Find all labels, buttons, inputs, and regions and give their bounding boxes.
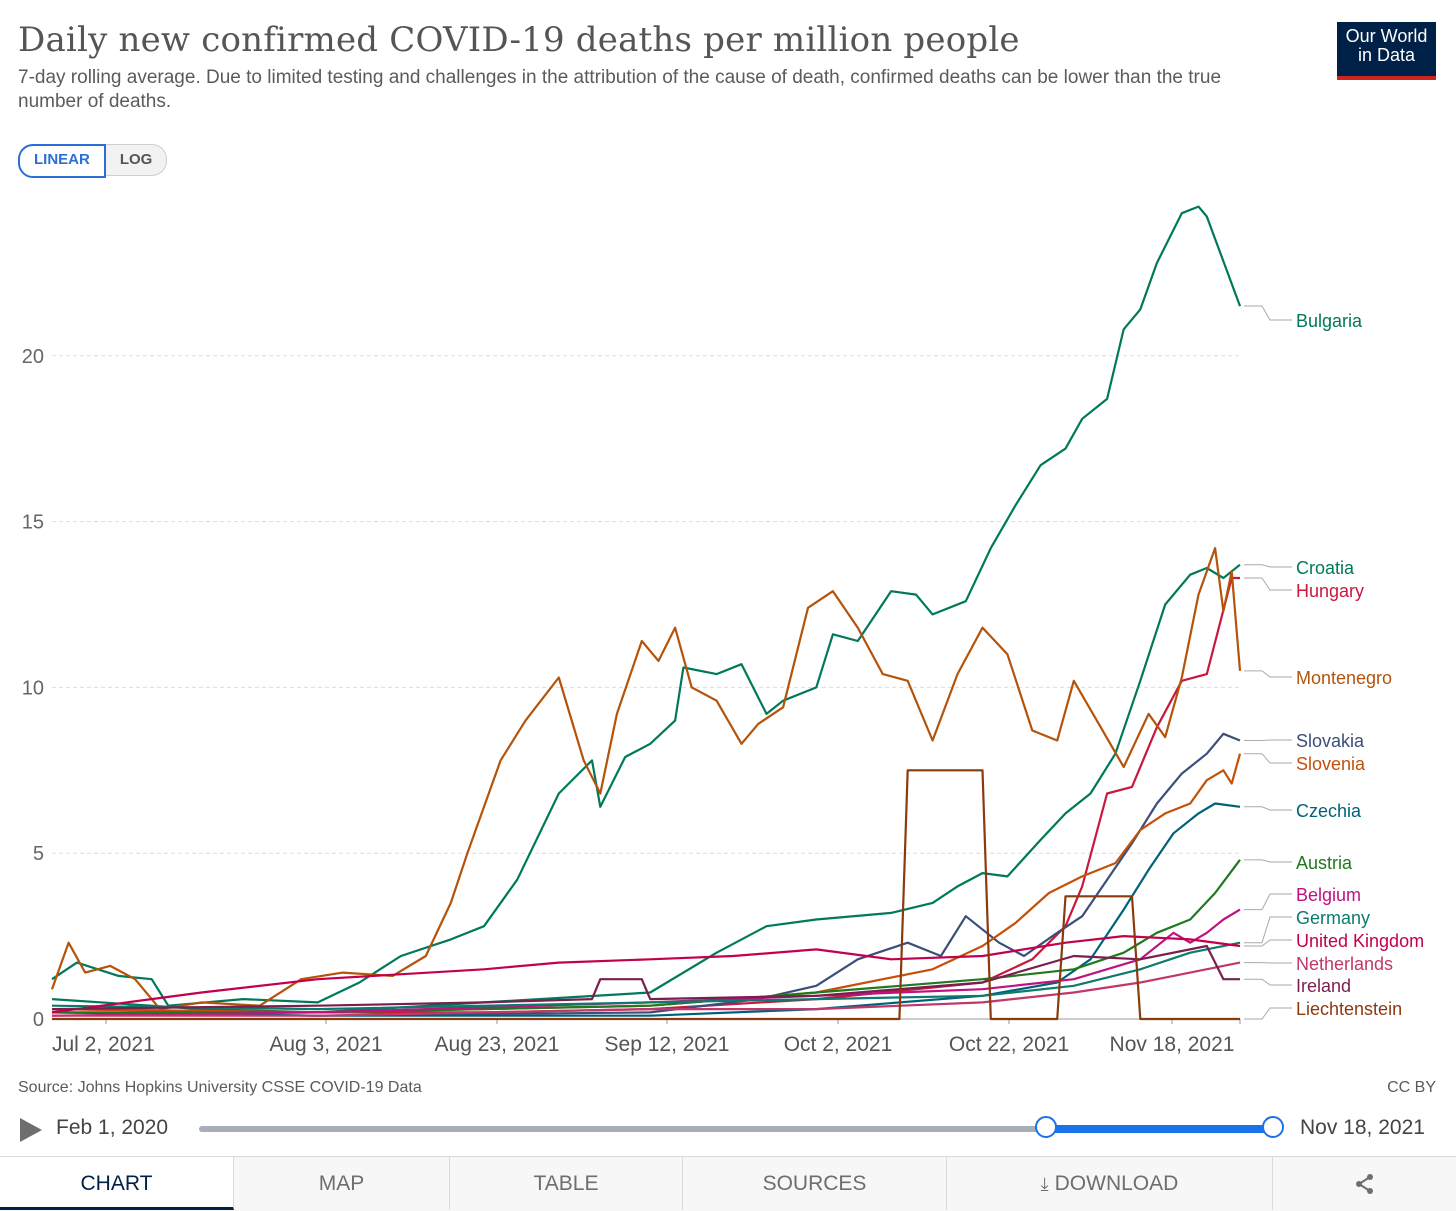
timeline-selected-range[interactable] — [1046, 1125, 1273, 1133]
source-note[interactable]: Source: Johns Hopkins University CSSE CO… — [18, 1079, 422, 1097]
series-label: Germany — [1296, 908, 1370, 928]
series-line-liechtenstein — [52, 770, 1240, 1019]
share-icon — [1354, 1173, 1376, 1195]
x-tick-label: Oct 22, 2021 — [949, 1033, 1069, 1056]
tab-bar: CHART MAP TABLE SOURCES ⤓ DOWNLOAD — [0, 1156, 1456, 1211]
owid-logo[interactable]: Our World in Data — [1337, 22, 1436, 80]
series-labels: Bulgaria Croatia Hungary Montenegro Slovakia… — [1244, 306, 1424, 1019]
tab-map[interactable]: MAP — [234, 1157, 450, 1210]
series-label: Netherlands — [1296, 954, 1393, 974]
tab-share[interactable] — [1273, 1157, 1456, 1210]
label-connector — [1244, 578, 1292, 590]
y-tick-label: 10 — [22, 677, 44, 699]
series-label: Belgium — [1296, 885, 1361, 905]
grid-lines — [52, 356, 1240, 1019]
logo-line-2: in Data — [1337, 46, 1436, 65]
scale-toggle: LINEAR LOG — [18, 144, 167, 176]
chart-title: Daily new confirmed COVID-19 deaths per … — [18, 20, 1020, 60]
label-connector — [1244, 1008, 1292, 1019]
license-label[interactable]: CC BY — [1387, 1079, 1436, 1097]
series-label: Croatia — [1296, 558, 1355, 578]
series-label: Czechia — [1296, 801, 1362, 821]
label-connector — [1244, 917, 1292, 943]
label-connector — [1244, 979, 1292, 985]
x-tick-label: Jul 2, 2021 — [52, 1033, 155, 1056]
play-icon[interactable] — [20, 1118, 42, 1142]
y-tick-label: 15 — [22, 512, 44, 534]
line-chart: 0 5 10 15 20 Jul 2, 2021 Aug 3, 2021 Aug 23, 2… — [0, 180, 1456, 1060]
series-label: Hungary — [1296, 581, 1364, 601]
series-label: Bulgaria — [1296, 311, 1363, 331]
label-connector — [1244, 754, 1292, 763]
series-label: Slovenia — [1296, 754, 1366, 774]
label-connector — [1244, 671, 1292, 677]
y-tick-label: 5 — [33, 843, 44, 865]
label-connector — [1244, 807, 1292, 810]
label-connector — [1244, 894, 1292, 910]
label-connector — [1244, 306, 1292, 320]
series-label: Liechtenstein — [1296, 999, 1402, 1019]
timeline: Feb 1, 2020 Nov 18, 2021 — [0, 1110, 1456, 1150]
series-label: Ireland — [1296, 976, 1351, 996]
x-tick-label: Sep 12, 2021 — [605, 1033, 730, 1056]
x-axis-ticks: Jul 2, 2021 Aug 3, 2021 Aug 23, 2021 Sep 12… — [52, 1019, 1240, 1056]
label-connector — [1244, 860, 1292, 862]
label-connector — [1244, 565, 1292, 567]
download-icon: ⤓ — [1041, 1158, 1049, 1211]
x-tick-label: Nov 18, 2021 — [1110, 1033, 1235, 1056]
series-line-czechia — [52, 804, 1240, 1016]
timeline-start-handle[interactable] — [1035, 1116, 1057, 1138]
y-tick-label: 0 — [33, 1009, 44, 1031]
series-line-slovenia — [52, 754, 1240, 1013]
logo-line-1: Our World — [1337, 27, 1436, 46]
y-axis-ticks: 0 5 10 15 20 — [22, 346, 44, 1031]
log-scale-button[interactable]: LOG — [106, 144, 168, 176]
tab-download[interactable]: ⤓ DOWNLOAD — [947, 1157, 1273, 1210]
series-lines — [52, 207, 1240, 1019]
timeline-start-label: Feb 1, 2020 — [56, 1116, 168, 1140]
x-tick-label: Oct 2, 2021 — [784, 1033, 893, 1056]
series-label: Austria — [1296, 853, 1353, 873]
series-label: Slovakia — [1296, 731, 1365, 751]
timeline-end-handle[interactable] — [1262, 1116, 1284, 1138]
linear-scale-button[interactable]: LINEAR — [18, 144, 106, 178]
series-line-slovakia — [52, 734, 1240, 1016]
timeline-end-label: Nov 18, 2021 — [1300, 1116, 1425, 1140]
chart-subtitle: 7-day rolling average. Due to limited te… — [18, 66, 1288, 114]
series-label: Montenegro — [1296, 668, 1392, 688]
tab-table[interactable]: TABLE — [450, 1157, 683, 1210]
tab-chart[interactable]: CHART — [0, 1157, 234, 1210]
tab-download-label: DOWNLOAD — [1055, 1172, 1179, 1195]
y-tick-label: 20 — [22, 346, 44, 368]
x-tick-label: Aug 3, 2021 — [269, 1033, 382, 1056]
series-label: United Kingdom — [1296, 931, 1424, 951]
tab-sources[interactable]: SOURCES — [683, 1157, 947, 1210]
x-tick-label: Aug 23, 2021 — [435, 1033, 560, 1056]
